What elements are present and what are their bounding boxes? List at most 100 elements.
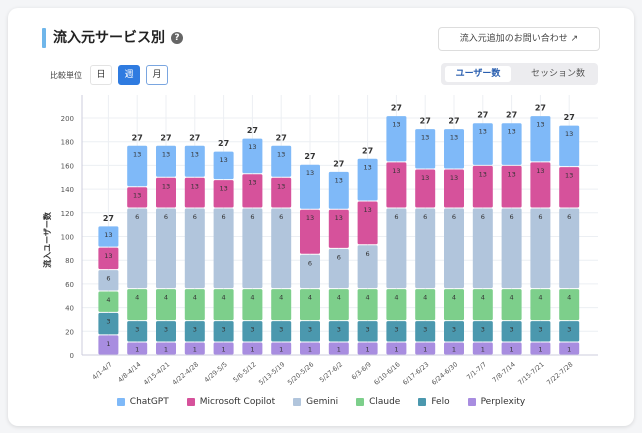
bar-total-label: 27 (218, 139, 229, 148)
bar-segment-label: 3 (510, 326, 514, 334)
bar-segment-label: 6 (567, 213, 571, 221)
bar-segment-label: 13 (335, 214, 343, 222)
bar-segment-gemini (328, 248, 349, 289)
bar-segment-label: 13 (479, 128, 487, 136)
legend-item[interactable]: Microsoft Copilot (186, 397, 275, 407)
legend-item[interactable]: Gemini (293, 397, 338, 407)
bar-segment-label: 1 (193, 345, 197, 353)
bar-segment-perplexity (386, 342, 407, 355)
legend-label: Claude (369, 397, 401, 407)
x-tick-label: 7/22-7/28 (545, 360, 574, 386)
x-tick-label: 5/20-5/26 (286, 360, 315, 386)
bar-segment-claude (444, 289, 464, 321)
bar-segment-felo (328, 321, 349, 342)
legend-item[interactable]: ChatGPT (116, 397, 169, 407)
bar-segment-label: 13 (363, 163, 371, 171)
bar-segment-label: 13 (104, 231, 112, 239)
bar-segment-felo (127, 321, 148, 342)
bar-segment-label: 13 (536, 167, 544, 175)
legend-swatch (418, 398, 427, 406)
bar-segment-perplexity (501, 342, 522, 355)
bar-segment-label: 13 (507, 128, 515, 136)
bar-segment-microsoft-copilot (357, 201, 378, 245)
bar-segment-label: 4 (366, 294, 370, 302)
legend-label: Gemini (306, 397, 339, 407)
bar-segment-perplexity (559, 342, 580, 355)
bar-segment-label: 6 (394, 213, 398, 221)
bar-segment-label: 13 (133, 150, 141, 158)
x-tick-label: 7/8-7/14 (491, 360, 517, 384)
bar-segment-label: 4 (279, 294, 283, 302)
bar-segment-claude (501, 289, 522, 321)
bar-segment-claude (127, 289, 148, 321)
tab-users[interactable]: ユーザー数 (445, 66, 511, 82)
bar-segment-claude (300, 289, 320, 321)
bar-segment-label: 13 (450, 134, 458, 142)
bar-segment-chatgpt (184, 145, 205, 177)
x-tick-label: 7/1-7/7 (465, 360, 488, 381)
x-tick-label: 4/1-4/7 (91, 360, 114, 381)
bar-segment-label: 1 (481, 345, 485, 353)
bar-segment-label: 4 (193, 294, 197, 302)
bar-segment-label: 13 (306, 214, 314, 222)
unit-week-button[interactable]: 週 (118, 65, 140, 85)
contact-add-source-button[interactable]: 流入元追加のお問い合わせ ↗ (438, 27, 600, 51)
bar-segment-label: 4 (538, 294, 542, 302)
bar-segment-claude (271, 289, 292, 321)
bar-segment-perplexity (242, 342, 263, 355)
bar-segment-label: 13 (219, 156, 227, 164)
bar-segment-gemini (444, 208, 464, 289)
legend-label: ChatGPT (129, 397, 169, 407)
tab-sessions[interactable]: セッション数 (530, 69, 585, 79)
bar-segment-gemini (98, 270, 119, 291)
bar-segment-claude (530, 289, 551, 321)
bar-segment-felo (213, 321, 234, 342)
bar-segment-claude (357, 289, 378, 321)
bar-segment-label: 1 (337, 345, 341, 353)
y-tick-label: 140 (61, 186, 74, 194)
unit-day-button[interactable]: 日 (90, 65, 112, 85)
bar-segment-label: 3 (423, 326, 427, 334)
legend-item[interactable]: Perplexity (467, 397, 525, 407)
unit-month-button[interactable]: 月 (146, 65, 168, 85)
bar-segment-microsoft-copilot (98, 247, 119, 270)
bar-segment-chatgpt (472, 123, 493, 165)
bar-segment-microsoft-copilot (242, 174, 263, 208)
x-tick-label: 4/22-4/28 (171, 360, 200, 386)
y-tick-label: 200 (61, 115, 74, 123)
bar-total-label: 27 (304, 152, 315, 161)
bar-total-label: 27 (103, 214, 114, 223)
bar-segment-label: 13 (248, 143, 256, 151)
bar-segment-gemini (213, 208, 234, 289)
bar-segment-label: 1 (452, 345, 456, 353)
bar-segment-label: 13 (565, 130, 573, 138)
bar-segment-gemini (300, 254, 320, 289)
bar-total-label: 27 (362, 146, 373, 155)
x-tick-label: 4/29-5/5 (203, 360, 229, 384)
legend-item[interactable]: Claude (356, 397, 400, 407)
bar-segment-chatgpt (357, 158, 378, 201)
bar-segment-label: 13 (507, 170, 515, 178)
bar-segment-label: 3 (250, 326, 254, 334)
legend-item[interactable]: Felo (418, 397, 450, 407)
bar-segment-felo (386, 321, 407, 342)
bar-segment-label: 6 (222, 213, 226, 221)
bar-segment-felo (501, 321, 522, 342)
bar-segment-gemini (559, 208, 580, 289)
bar-segment-label: 13 (248, 179, 256, 187)
bar-segment-label: 6 (135, 213, 139, 221)
y-tick-label: 0 (70, 352, 74, 360)
bar-segment-gemini (472, 208, 493, 289)
bar-segment-chatgpt (98, 226, 119, 247)
bar-segment-label: 6 (452, 213, 456, 221)
bar-segment-label: 3 (567, 326, 571, 334)
unit-label: 比較単位 (50, 70, 82, 80)
bar-segment-label: 1 (394, 345, 398, 353)
bar-segment-label: 13 (363, 206, 371, 214)
help-icon[interactable]: ? (171, 32, 183, 44)
x-tick-label: 6/10-6/16 (372, 360, 401, 386)
y-tick-label: 20 (65, 328, 74, 336)
bar-segment-chatgpt (127, 145, 148, 187)
bar-segment-claude (213, 289, 234, 321)
bar-segment-label: 6 (510, 213, 514, 221)
